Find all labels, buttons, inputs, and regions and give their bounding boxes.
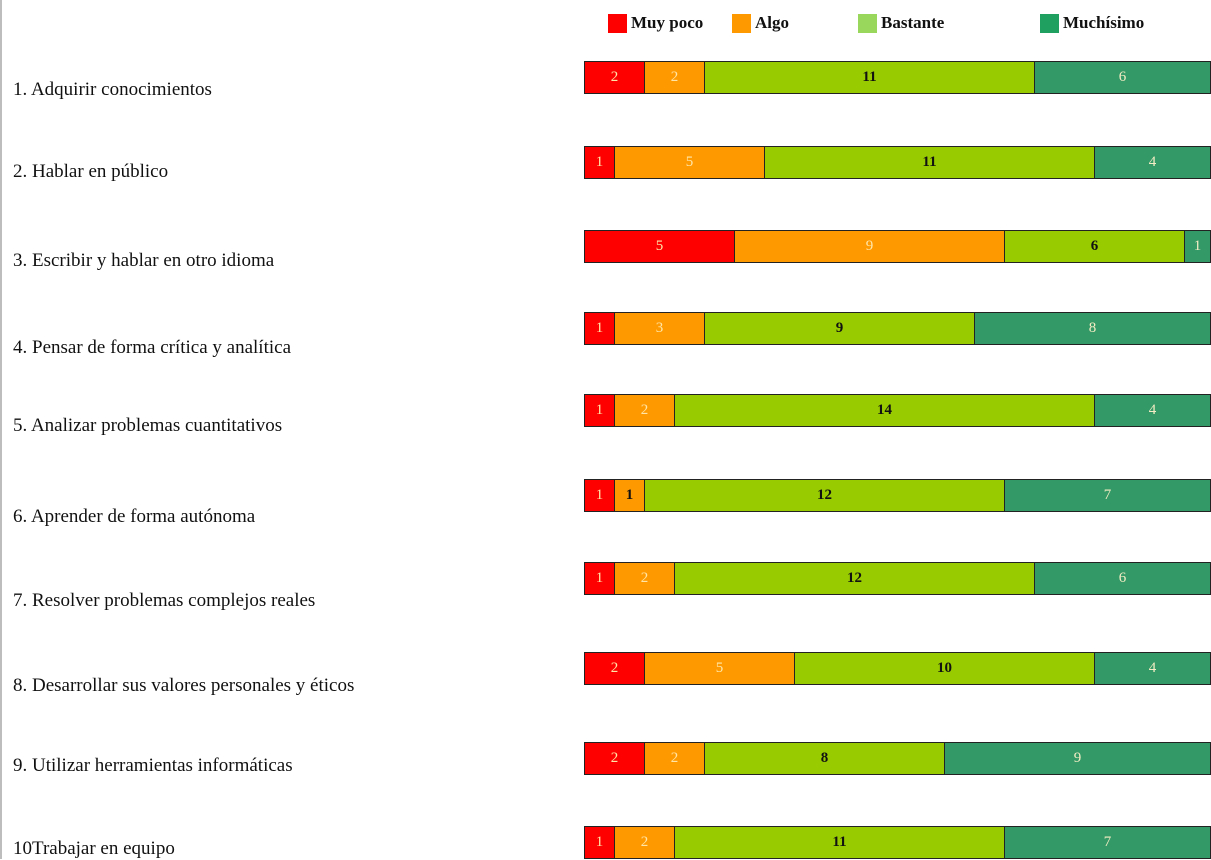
bar-segment: 8 — [974, 312, 1211, 345]
bar-segment: 9 — [734, 230, 1005, 263]
bar-segment: 1 — [584, 394, 615, 427]
category-label: 4. Pensar de forma crítica y analítica — [13, 337, 292, 358]
bar-segment: 1 — [614, 479, 645, 512]
bar-segment: 7 — [1004, 826, 1211, 859]
bar-segment: 7 — [1004, 479, 1211, 512]
legend-swatch — [732, 13, 751, 33]
bar-segment: 11 — [674, 826, 1005, 859]
bar-segment: 2 — [614, 394, 675, 427]
bar-segment: 12 — [644, 479, 1005, 512]
bar-segment: 11 — [764, 146, 1095, 179]
bar-segment: 6 — [1034, 562, 1211, 595]
bar-segment: 1 — [584, 146, 615, 179]
bar-segment: 2 — [584, 61, 645, 94]
bar-segment: 9 — [704, 312, 975, 345]
bar-segment: 11 — [704, 61, 1035, 94]
category-label: 3. Escribir y hablar en otro idioma — [13, 250, 275, 271]
bar-segment: 4 — [1094, 394, 1211, 427]
legend-item-4: Muchísimo — [1040, 12, 1144, 34]
bar-segment: 10 — [794, 652, 1095, 685]
category-label: 5. Analizar problemas cuantitativos — [13, 415, 283, 436]
legend-swatch — [858, 13, 877, 33]
category-label: 8. Desarrollar sus valores personales y … — [13, 675, 355, 696]
bar-segment: 3 — [614, 312, 705, 345]
bar-segment: 5 — [644, 652, 795, 685]
category-label: 10Trabajar en equipo — [13, 838, 175, 859]
bar-segment: 1 — [584, 562, 615, 595]
bar-segment: 5 — [614, 146, 765, 179]
bar-segment: 5 — [584, 230, 735, 263]
legend-label: Algo — [755, 13, 789, 32]
category-label: 6. Aprender de forma autónoma — [13, 506, 256, 527]
category-label: 1. Adquirir conocimientos — [13, 79, 212, 100]
bar-segment: 4 — [1094, 652, 1211, 685]
bar-segment: 9 — [944, 742, 1211, 775]
bar-segment: 8 — [704, 742, 945, 775]
bar-segment: 12 — [674, 562, 1035, 595]
bar-segment: 1 — [584, 479, 615, 512]
legend-item-2: Algo — [732, 12, 789, 34]
bar-segment: 2 — [584, 652, 645, 685]
bar-segment: 6 — [1004, 230, 1185, 263]
bar-segment: 2 — [614, 826, 675, 859]
category-label: 9. Utilizar herramientas informáticas — [13, 755, 293, 776]
legend-item-1: Muy poco — [608, 12, 703, 34]
legend-label: Muy poco — [631, 13, 704, 32]
legend-label: Bastante — [881, 13, 945, 32]
bar-segment: 4 — [1094, 146, 1211, 179]
bar-segment: 1 — [584, 826, 615, 859]
category-label: 2. Hablar en público — [13, 161, 169, 182]
legend-item-3: Bastante — [858, 12, 944, 34]
bar-segment: 6 — [1034, 61, 1211, 94]
bar-segment: 2 — [614, 562, 675, 595]
bar-segment: 1 — [584, 312, 615, 345]
bar-segment: 2 — [584, 742, 645, 775]
bar-segment: 2 — [644, 61, 705, 94]
left-border-line — [0, 0, 2, 859]
bar-segment: 2 — [644, 742, 705, 775]
legend: Muy poco Algo Bastante Muchísimo — [0, 0, 1211, 50]
legend-label: Muchísimo — [1063, 13, 1145, 32]
bar-segment: 14 — [674, 394, 1095, 427]
legend-swatch — [608, 13, 627, 33]
legend-swatch — [1040, 13, 1059, 33]
category-label: 7. Resolver problemas complejos reales — [13, 590, 316, 611]
bar-segment: 1 — [1184, 230, 1211, 263]
